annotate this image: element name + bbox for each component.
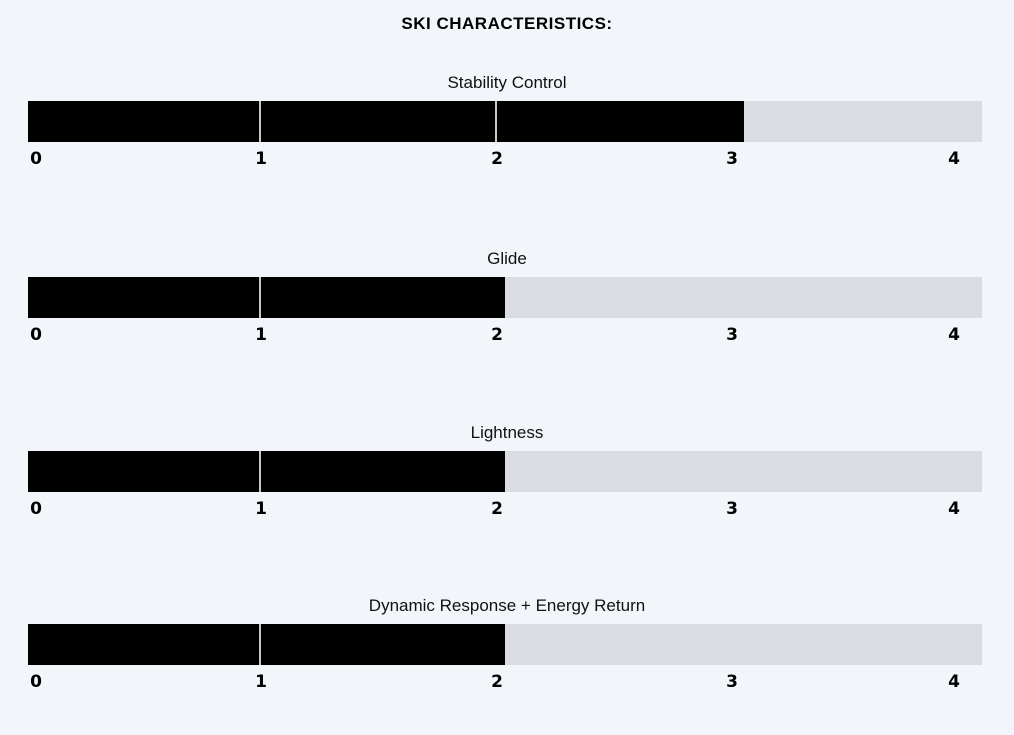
tick-label: 1: [255, 149, 267, 169]
tick-label: 0: [30, 499, 42, 519]
tick-label: 2: [491, 149, 503, 169]
tick-label: 2: [491, 325, 503, 345]
tick-label: 0: [30, 672, 42, 692]
rating-track: [28, 451, 982, 492]
rating-row: Lightness 0 1 2 3 4: [0, 423, 1014, 543]
segment-divider: [259, 451, 261, 492]
tick-label: 1: [255, 672, 267, 692]
rating-label: Dynamic Response + Energy Return: [368, 596, 646, 615]
tick-label: 2: [491, 672, 503, 692]
rating-fill: [28, 451, 505, 492]
tick-label: 1: [255, 499, 267, 519]
segment-divider: [259, 624, 261, 665]
tick-label: 4: [948, 325, 960, 345]
tick-label: 3: [726, 325, 738, 345]
tick-label: 3: [726, 499, 738, 519]
rating-fill: [28, 624, 505, 665]
rating-row: Stability Control 0 1 2 3 4: [0, 73, 1014, 193]
segment-divider: [495, 101, 497, 142]
tick-label: 1: [255, 325, 267, 345]
rating-fill: [28, 277, 505, 318]
chart-title: SKI CHARACTERISTICS:: [401, 14, 613, 33]
rating-track: [28, 624, 982, 665]
tick-label: 3: [726, 149, 738, 169]
tick-label: 4: [948, 149, 960, 169]
rating-row: Dynamic Response + Energy Return 0 1 2 3 4: [0, 596, 1014, 716]
tick-label: 2: [491, 499, 503, 519]
rating-fill: [28, 101, 744, 142]
rating-track: [28, 277, 982, 318]
segment-divider: [259, 277, 261, 318]
tick-label: 0: [30, 149, 42, 169]
tick-label: 3: [726, 672, 738, 692]
rating-label: Stability Control: [447, 73, 567, 92]
tick-label: 4: [948, 499, 960, 519]
segment-divider: [259, 101, 261, 142]
rating-row: Glide 0 1 2 3 4: [0, 249, 1014, 369]
rating-track: [28, 101, 982, 142]
tick-label: 0: [30, 325, 42, 345]
tick-label: 4: [948, 672, 960, 692]
rating-label: Lightness: [470, 423, 544, 442]
rating-label: Glide: [487, 249, 527, 268]
